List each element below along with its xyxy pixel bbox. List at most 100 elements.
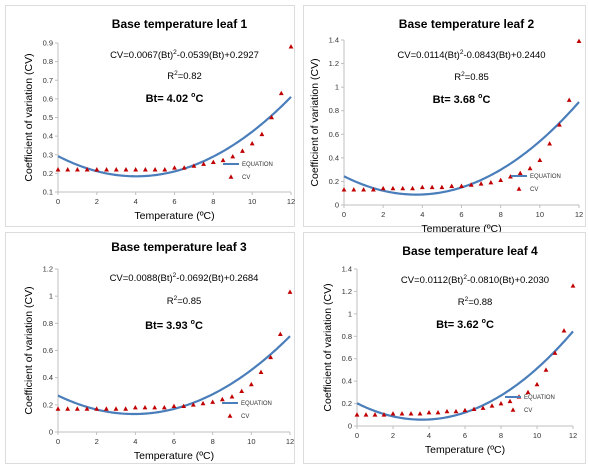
cv-point: [552, 350, 558, 355]
cv-point: [508, 174, 513, 179]
cv-point: [419, 184, 425, 190]
equation-part: CV=0.0114(Bt): [397, 50, 459, 61]
x-tick-label: 0: [355, 431, 359, 440]
cv-point: [287, 289, 293, 294]
legend-marker-swatch: [227, 413, 233, 418]
series-line-equation: [343, 101, 580, 196]
x-tick-label: 8: [499, 431, 503, 440]
cv-point: [576, 38, 582, 43]
bt-label: Bt= 3.68: [433, 94, 479, 106]
cv-point: [288, 44, 294, 49]
y-tick-label: 0.8: [329, 106, 339, 115]
cv-point: [249, 140, 255, 146]
cv-point: [113, 167, 119, 172]
cv-point: [142, 167, 148, 172]
cv-point: [123, 406, 129, 411]
x-axis-label: Temperature (ºC): [425, 444, 505, 456]
r2-value: =0.88: [468, 297, 492, 308]
cv-point: [210, 399, 216, 404]
cv-point: [547, 141, 553, 146]
y-tick-label: 1.4: [342, 265, 352, 274]
cv-point: [570, 283, 576, 288]
base-temperature: Bt= 4.02 oC: [146, 92, 204, 105]
legend-entry-equation: EQUATION: [524, 395, 555, 401]
r2-letter: R: [167, 296, 174, 307]
base-temperature: Bt= 3.68 oC: [433, 93, 491, 106]
cv-point: [75, 167, 80, 172]
cv-point: [123, 167, 129, 172]
cv-point: [426, 409, 432, 415]
y-tick-label: 0.4: [43, 373, 53, 382]
equation-part: -0.0810(Bt)+0.2030: [467, 275, 549, 286]
cv-point: [468, 182, 474, 187]
regression-equation: CV=0.0067(Bt)2-0.0539(Bt)+0.2927: [110, 49, 259, 61]
bt-unit: C: [195, 93, 203, 105]
chart-title: Base temperature leaf 1: [112, 17, 248, 31]
x-tick-label: 12: [287, 197, 295, 206]
cv-point: [408, 411, 414, 416]
bt-label: Bt= 3.93: [145, 320, 191, 332]
cv-point: [190, 402, 196, 407]
cv-point: [534, 381, 540, 387]
cv-point: [370, 187, 376, 192]
degree-symbol: o: [478, 93, 482, 100]
cv-point: [480, 405, 486, 410]
equation-superscript: 2: [463, 274, 467, 281]
equation-part: CV=0.0088(Bt): [110, 273, 173, 284]
y-tick-label: 0.2: [43, 169, 53, 178]
x-tick-label: 12: [575, 210, 583, 219]
r-squared: R2=0.85: [454, 71, 489, 83]
cv-point: [55, 167, 61, 172]
degree-symbol: o: [191, 319, 195, 326]
cv-point: [478, 181, 484, 186]
cv-point: [439, 184, 445, 190]
r2-superscript: 2: [461, 71, 465, 78]
r-squared: R2=0.82: [167, 70, 202, 82]
x-tick-label: 10: [536, 210, 544, 219]
cv-point: [152, 404, 158, 410]
y-tick-label: 0.6: [43, 346, 53, 355]
y-tick-label: 1: [335, 83, 339, 92]
cv-point: [201, 161, 207, 166]
x-tick-label: 2: [95, 197, 99, 206]
cv-point: [429, 184, 435, 190]
regression-equation: CV=0.0114(Bt)2-0.0843(Bt)+0.2440: [397, 49, 545, 61]
y-axis-label: Coefficient of variation (CV): [309, 58, 321, 186]
equation-superscript: 2: [173, 49, 177, 56]
cv-point: [161, 404, 167, 410]
cv-point: [268, 354, 274, 360]
series-line-equation: [356, 330, 574, 421]
cv-point: [113, 406, 119, 411]
bt-label: Bt= 4.02: [146, 93, 192, 105]
y-tick-label: 0.8: [43, 319, 53, 328]
r2-letter: R: [167, 71, 174, 82]
x-tick-label: 0: [56, 437, 60, 446]
y-tick-label: 0.8: [342, 332, 352, 341]
r2-value: =0.85: [177, 296, 201, 307]
cv-point: [181, 165, 187, 170]
x-axis-label: Temperature (ºC): [134, 210, 214, 222]
cv-point: [259, 131, 265, 137]
y-tick-label: 1.2: [43, 265, 53, 274]
x-tick-label: 6: [172, 197, 176, 206]
cv-point: [517, 170, 523, 175]
y-tick-label: 1.2: [329, 59, 339, 68]
bt-unit: C: [195, 320, 203, 332]
x-tick-label: 4: [427, 431, 431, 440]
cv-point: [351, 187, 357, 192]
regression-equation: CV=0.0112(Bt)2-0.0810(Bt)+0.2030: [401, 274, 549, 286]
cv-point: [381, 412, 387, 417]
legend-entry-cv: CV: [242, 175, 250, 181]
cv-point: [219, 396, 225, 402]
cv-point: [172, 165, 177, 170]
cv-point: [372, 412, 378, 417]
cv-point: [258, 369, 264, 375]
x-tick-label: 2: [95, 437, 99, 446]
cv-point: [361, 187, 366, 192]
y-tick-label: 0.9: [43, 39, 53, 48]
cv-point: [380, 185, 386, 191]
x-tick-label: 12: [569, 431, 577, 440]
cv-point: [239, 388, 245, 394]
chart-title: Base temperature leaf 2: [399, 17, 535, 31]
cv-point: [354, 412, 360, 417]
